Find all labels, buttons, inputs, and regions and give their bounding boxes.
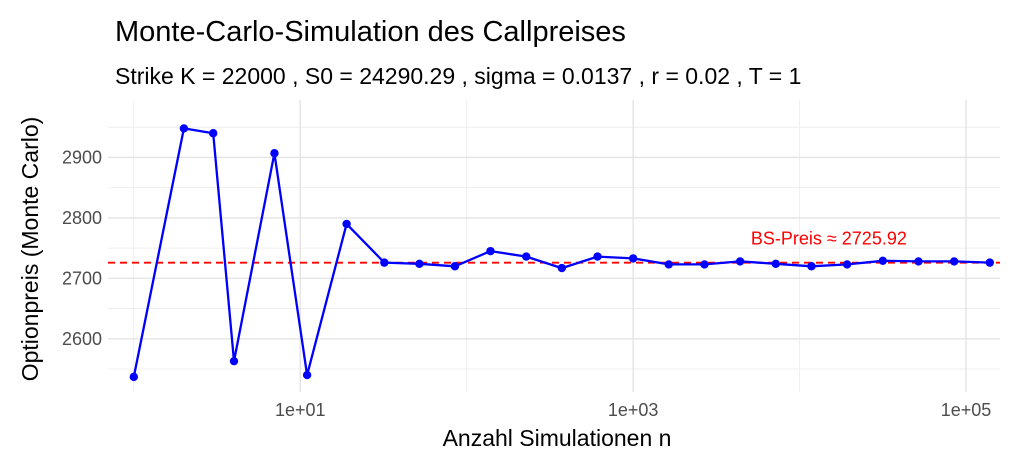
- data-point: [302, 370, 312, 380]
- data-point: [664, 260, 673, 269]
- data-point: [415, 259, 424, 269]
- data-point: [229, 356, 239, 366]
- y-tick-label: 2900: [62, 147, 102, 167]
- reference-line-label: BS-Preis ≈ 2725.92: [751, 229, 907, 249]
- data-point: [735, 257, 745, 266]
- data-point: [179, 124, 189, 133]
- data-point: [771, 259, 780, 269]
- chart-subtitle: Strike K = 22000 , S0 = 24290.29 , sigma…: [115, 63, 801, 89]
- series-group: [129, 124, 995, 382]
- data-point: [949, 257, 959, 266]
- y-tick-label: 2800: [62, 208, 102, 228]
- grid: [108, 100, 1000, 392]
- y-axis-title: Optionpreis (Monte Carlo): [17, 117, 43, 382]
- data-point: [985, 258, 995, 267]
- data-point: [342, 219, 351, 229]
- y-tick-label: 2700: [62, 268, 102, 288]
- x-tick-label: 1e+05: [941, 400, 992, 420]
- x-axis-title: Anzahl Simulationen n: [443, 425, 672, 451]
- data-point: [878, 256, 888, 266]
- x-tick-label: 1e+03: [608, 400, 659, 420]
- data-point: [628, 254, 638, 263]
- data-point: [270, 149, 279, 158]
- data-point: [129, 372, 138, 382]
- series-line: [132, 127, 990, 378]
- data-point: [208, 129, 218, 138]
- data-point: [700, 260, 709, 269]
- y-tick-label: 2600: [62, 329, 102, 349]
- data-point: [914, 257, 923, 266]
- data-point: [842, 260, 852, 269]
- data-point: [450, 262, 460, 271]
- x-tick-labels: 1e+01 1e+03 1e+05: [275, 400, 991, 420]
- data-point: [557, 263, 567, 273]
- data-point: [486, 246, 495, 256]
- chart-title: Monte-Carlo-Simulation des Callpreises: [115, 16, 626, 48]
- data-point: [380, 258, 389, 267]
- data-point: [593, 252, 602, 261]
- data-point: [522, 252, 531, 261]
- data-point: [807, 262, 816, 271]
- y-tick-labels: 2600 2700 2800 2900: [62, 147, 102, 348]
- x-tick-label: 1e+01: [275, 400, 326, 420]
